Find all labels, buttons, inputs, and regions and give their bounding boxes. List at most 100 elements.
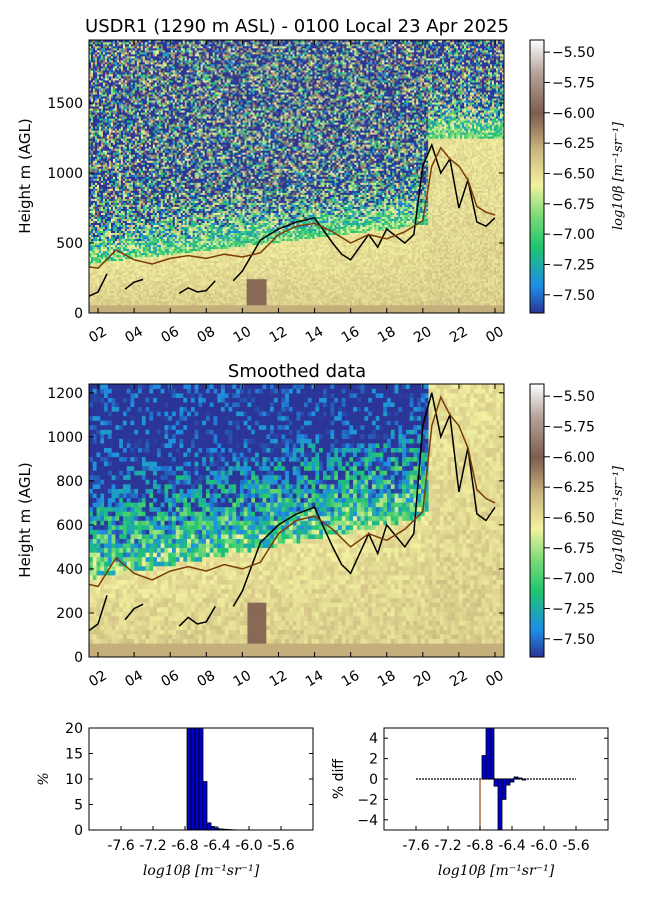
heatmap-cell (127, 160, 129, 162)
heatmap-cell (137, 243, 139, 245)
heatmap-cell (133, 181, 135, 183)
heatmap-cell (157, 223, 159, 225)
heatmap-cell (97, 102, 99, 104)
heatmap-cell (119, 217, 121, 219)
heatmap-cell (127, 50, 129, 52)
heatmap-cell (93, 223, 95, 225)
heatmap-cell (101, 213, 103, 215)
heatmap-cell (119, 201, 121, 203)
heatmap-cell (137, 217, 139, 219)
heatmap-cell (159, 96, 161, 98)
heatmap-cell (113, 96, 115, 98)
heatmap-cell (153, 265, 155, 267)
heatmap-cell (131, 297, 133, 299)
heatmap-cell (127, 289, 129, 291)
heatmap-cell (113, 277, 115, 279)
heatmap-cell (157, 70, 159, 72)
heatmap-cell (121, 78, 123, 80)
heatmap-cell (161, 174, 163, 176)
heatmap-cell (137, 197, 139, 199)
heatmap-cell (121, 72, 123, 74)
heatmap-cell (141, 309, 143, 311)
heatmap-cell (103, 305, 105, 307)
heatmap-cell (153, 197, 155, 199)
heatmap-cell (119, 84, 121, 86)
heatmap-cell (159, 181, 161, 183)
heatmap-cell (161, 154, 163, 156)
heatmap-cell (141, 82, 143, 84)
heatmap-cell (119, 241, 121, 243)
heatmap-cell (129, 271, 131, 273)
heatmap-cell (131, 168, 133, 170)
heatmap-cell (139, 303, 141, 305)
heatmap-cell (131, 70, 133, 72)
heatmap-cell (107, 170, 109, 172)
heatmap-cell (157, 172, 159, 174)
heatmap-cell (121, 269, 123, 271)
heatmap-cell (155, 257, 157, 259)
heatmap-cell (161, 124, 163, 126)
heatmap-cell (149, 251, 151, 253)
heatmap-cell (133, 142, 135, 144)
heatmap-cell (157, 303, 159, 305)
heatmap-cell (115, 291, 117, 293)
heatmap-cell (143, 112, 145, 114)
heatmap-cell (105, 285, 107, 287)
heatmap-cell (93, 72, 95, 74)
heatmap-cell (139, 207, 141, 209)
heatmap-cell (141, 189, 143, 191)
heatmap-cell (129, 177, 131, 179)
heatmap-cell (123, 245, 125, 247)
heatmap-cell (121, 62, 123, 64)
heatmap-cell (157, 257, 159, 259)
heatmap-cell (143, 106, 145, 108)
heatmap-cell (119, 98, 121, 100)
heatmap-cell (153, 277, 155, 279)
heatmap-cell (147, 207, 149, 209)
heatmap-cell (151, 146, 153, 148)
heatmap-cell (95, 46, 97, 48)
heatmap-cell (157, 92, 159, 94)
heatmap-cell (131, 279, 133, 281)
heatmap-cell (117, 309, 119, 311)
heatmap-cell (119, 189, 121, 191)
heatmap-cell (91, 191, 93, 193)
heatmap-cell (95, 247, 97, 249)
heatmap-cell (133, 122, 135, 124)
heatmap-cell (115, 245, 117, 247)
heatmap-cell (101, 102, 103, 104)
heatmap-cell (103, 78, 105, 80)
heatmap-cell (107, 221, 109, 223)
heatmap-cell (139, 215, 141, 217)
heatmap-cell (139, 307, 141, 309)
heatmap-cell (125, 273, 127, 275)
heatmap-cell (127, 78, 129, 80)
heatmap-cell (109, 166, 111, 168)
heatmap-cell (109, 281, 111, 283)
heatmap-cell (125, 277, 127, 279)
heatmap-cell (95, 128, 97, 130)
heatmap-cell (155, 255, 157, 257)
heatmap-cell (159, 70, 161, 72)
heatmap-cell (109, 50, 111, 52)
heatmap-cell (125, 172, 127, 174)
heatmap-cell (151, 44, 153, 46)
heatmap-cell (123, 92, 125, 94)
heatmap-cell (97, 177, 99, 179)
heatmap-cell (109, 285, 111, 287)
heatmap-cell (95, 136, 97, 138)
heatmap-cell (147, 132, 149, 134)
heatmap-cell (127, 291, 129, 293)
heatmap-cell (129, 197, 131, 199)
heatmap-cell (113, 70, 115, 72)
heatmap-cell (137, 144, 139, 146)
heatmap-cell (153, 174, 155, 176)
heatmap-cell (97, 301, 99, 303)
heatmap-cell (135, 84, 137, 86)
heatmap-cell (101, 207, 103, 209)
heatmap-cell (127, 44, 129, 46)
heatmap-cell (93, 96, 95, 98)
heatmap-cell (121, 207, 123, 209)
heatmap-cell (139, 136, 141, 138)
heatmap-cell (113, 92, 115, 94)
